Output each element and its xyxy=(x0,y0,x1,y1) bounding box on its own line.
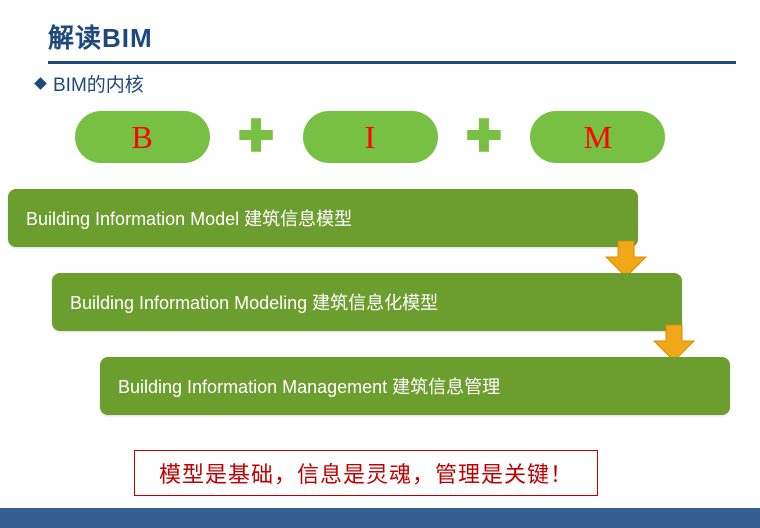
title-underline xyxy=(48,61,736,64)
page-title: 解读BIM xyxy=(48,18,760,55)
conclusion-text: 模型是基础，信息是灵魂，管理是关键！ xyxy=(159,457,573,489)
subtitle: BIM的内核 xyxy=(53,70,144,97)
subtitle-row: BIM的内核 xyxy=(36,70,760,97)
bar-management: Building Information Management 建筑信息管理 xyxy=(100,357,730,415)
pill-b: B xyxy=(75,111,210,163)
bar-modeling: Building Information Modeling 建筑信息化模型 xyxy=(52,273,682,331)
conclusion-box: 模型是基础，信息是灵魂，管理是关键！ xyxy=(134,450,598,496)
pill-i: I xyxy=(303,111,438,163)
plus-icon: ✚ xyxy=(238,115,275,159)
footer-bar xyxy=(0,508,760,528)
plus-icon: ✚ xyxy=(466,115,503,159)
pill-m: M xyxy=(530,111,665,163)
pill-row: B ✚ I ✚ M xyxy=(0,111,760,163)
diamond-bullet-icon xyxy=(34,77,47,90)
bar-model: Building Information Model 建筑信息模型 xyxy=(8,189,638,247)
